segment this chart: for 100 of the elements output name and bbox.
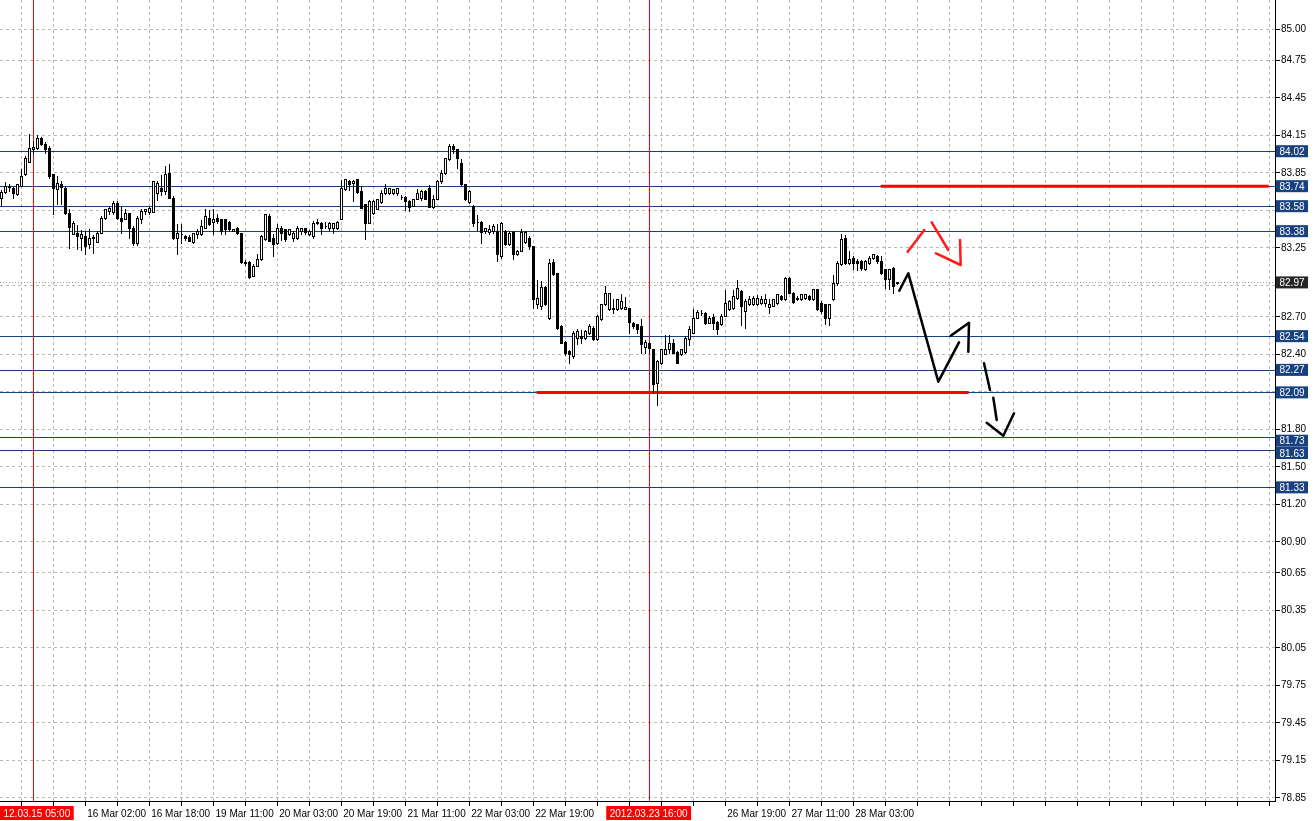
candlestick bbox=[184, 234, 187, 242]
candlestick bbox=[340, 179, 343, 221]
candlestick bbox=[760, 295, 763, 306]
y-tick-label: 82.70 bbox=[1281, 310, 1307, 322]
candlestick bbox=[776, 293, 779, 306]
ref-line-label: 82.27 bbox=[1279, 364, 1305, 376]
y-tick-label: 81.80 bbox=[1281, 423, 1307, 435]
candlestick bbox=[764, 293, 767, 308]
candlestick bbox=[336, 220, 339, 231]
x-tick-label: 19 Mar 11:00 bbox=[215, 807, 275, 819]
candlestick bbox=[856, 258, 859, 272]
candlestick bbox=[668, 334, 671, 355]
y-tick-label: 85.00 bbox=[1281, 23, 1307, 35]
candlestick bbox=[428, 184, 431, 208]
y-tick-label: 80.35 bbox=[1281, 604, 1307, 616]
candlestick bbox=[824, 303, 827, 326]
y-tick-label: 80.65 bbox=[1281, 566, 1307, 578]
candlestick bbox=[752, 295, 755, 307]
y-tick-label: 83.25 bbox=[1281, 241, 1307, 253]
candlestick bbox=[328, 221, 331, 232]
x-tick-label: 2012.03.23 16:00 bbox=[609, 807, 689, 819]
candlestick bbox=[828, 303, 831, 327]
candlestick bbox=[768, 298, 771, 315]
candlestick bbox=[496, 223, 499, 263]
x-tick-label: 26 Mar 19:00 bbox=[727, 807, 787, 819]
ref-line-label: 81.63 bbox=[1279, 447, 1305, 459]
candlestick bbox=[292, 230, 295, 243]
candlestick bbox=[280, 225, 283, 242]
candlestick bbox=[632, 321, 635, 330]
candlestick bbox=[332, 223, 335, 235]
ref-line-label: 81.33 bbox=[1279, 481, 1305, 493]
ref-line-label: 84.02 bbox=[1279, 145, 1305, 157]
y-tick-label: 82.40 bbox=[1281, 348, 1307, 360]
y-tick-label: 84.45 bbox=[1281, 91, 1307, 103]
x-tick-label: 22 Mar 03:00 bbox=[471, 807, 531, 819]
x-tick-label: 28 Mar 03:00 bbox=[855, 807, 915, 819]
candlestick bbox=[548, 258, 551, 321]
y-tick-label: 79.75 bbox=[1281, 679, 1307, 691]
candlestick bbox=[284, 228, 287, 243]
ref-line-label: 83.38 bbox=[1279, 225, 1305, 237]
candlestick bbox=[512, 230, 515, 261]
candlestick bbox=[712, 313, 715, 331]
x-tick-label: 22 Mar 19:00 bbox=[535, 807, 595, 819]
x-tick-label: 12.03.15 05:00 bbox=[3, 807, 71, 819]
y-tick-label: 84.15 bbox=[1281, 129, 1307, 141]
candlestick bbox=[888, 268, 891, 291]
ref-line-label: 82.54 bbox=[1279, 330, 1305, 342]
candlestick bbox=[228, 220, 231, 232]
candlestick bbox=[472, 204, 475, 228]
candlestick bbox=[800, 293, 803, 302]
candlestick bbox=[60, 180, 63, 206]
candlestick bbox=[304, 228, 307, 236]
y-tick-label: 78.85 bbox=[1281, 791, 1307, 803]
y-tick-label: 84.75 bbox=[1281, 54, 1307, 66]
candlestick bbox=[8, 183, 11, 193]
y-tick-label: 81.20 bbox=[1281, 498, 1307, 510]
candlestick bbox=[860, 259, 863, 272]
candlestick bbox=[572, 330, 575, 360]
candlestick bbox=[892, 266, 895, 295]
candlestick bbox=[488, 224, 491, 236]
candlestick bbox=[12, 186, 15, 200]
y-tick-label: 80.05 bbox=[1281, 641, 1307, 653]
candlestick bbox=[392, 188, 395, 196]
candlestick bbox=[616, 298, 619, 312]
candlestick bbox=[296, 225, 299, 241]
candlestick bbox=[520, 228, 523, 253]
candlestick bbox=[248, 260, 251, 280]
candlestick bbox=[456, 148, 459, 170]
candlestick bbox=[352, 179, 355, 203]
candlestick bbox=[872, 253, 875, 261]
candlestick bbox=[112, 200, 115, 216]
ref-line-label: 83.58 bbox=[1279, 200, 1305, 212]
candlestick bbox=[852, 255, 855, 271]
candlestick bbox=[648, 341, 651, 355]
ref-line-label: 81.73 bbox=[1279, 435, 1305, 447]
candlestick bbox=[784, 276, 787, 302]
candlestick bbox=[108, 205, 111, 216]
candlestick bbox=[84, 230, 87, 256]
y-tick-label: 83.85 bbox=[1281, 166, 1307, 178]
candlestick bbox=[756, 294, 759, 307]
x-tick-label: 21 Mar 11:00 bbox=[407, 807, 467, 819]
ref-line-label: 82.97 bbox=[1279, 276, 1305, 288]
candlestick bbox=[152, 180, 155, 213]
x-tick-label: 27 Mar 11:00 bbox=[791, 807, 851, 819]
candlestick bbox=[80, 229, 83, 252]
y-tick-label: 81.50 bbox=[1281, 460, 1307, 472]
x-tick-label: 20 Mar 19:00 bbox=[343, 807, 403, 819]
candlestick bbox=[300, 228, 303, 236]
candlestick bbox=[580, 329, 583, 345]
ref-line-label: 82.09 bbox=[1279, 386, 1305, 398]
candlestick bbox=[188, 234, 191, 243]
candlestick bbox=[420, 189, 423, 202]
candlestick bbox=[500, 221, 503, 260]
candlestick bbox=[404, 195, 407, 212]
ref-line-label: 83.74 bbox=[1279, 180, 1305, 192]
candlestick bbox=[540, 280, 543, 311]
candlestick bbox=[816, 288, 819, 312]
candlestick bbox=[620, 293, 623, 311]
candlestick bbox=[164, 165, 167, 196]
candlestick bbox=[180, 223, 183, 245]
